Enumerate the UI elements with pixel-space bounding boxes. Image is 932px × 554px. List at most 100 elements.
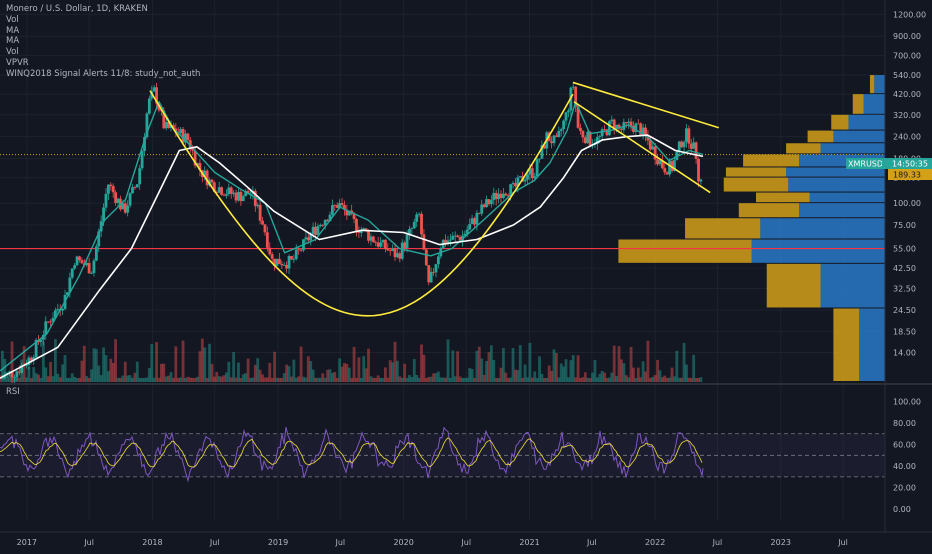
- cup-curve: [149, 90, 574, 317]
- volume-bar: [622, 363, 626, 382]
- candle-body: [489, 200, 493, 205]
- vpvr-up-bar: [809, 192, 885, 203]
- candle-body: [34, 339, 38, 358]
- candle-body: [463, 233, 467, 236]
- volume-bar: [357, 357, 361, 382]
- volume-bar: [196, 376, 199, 382]
- rsi-signal-line: [0, 437, 703, 468]
- volume-bar: [97, 365, 101, 382]
- rsi-tick-label: 0.00: [893, 505, 911, 514]
- indicator-vpvr[interactable]: VPVR: [6, 57, 29, 68]
- volume-bar: [164, 376, 168, 382]
- moving-averages: [0, 100, 704, 379]
- volume-bar: [535, 377, 539, 382]
- candle-body: [398, 253, 402, 259]
- rsi-title[interactable]: RSI: [6, 387, 20, 397]
- volume-bar: [526, 377, 529, 382]
- candle-body: [400, 242, 404, 259]
- symbol-title[interactable]: Monero / U.S. Dollar, 1D, KRAKEN: [6, 4, 148, 14]
- candle-body: [473, 218, 476, 225]
- x-tick-label: Jul: [586, 538, 597, 547]
- volume-bar: [656, 359, 659, 382]
- volume-bar: [603, 372, 606, 382]
- volume-bar: [8, 373, 12, 382]
- candle-body: [304, 237, 308, 240]
- vpvr-down-bar: [756, 192, 810, 203]
- candle-body: [256, 204, 260, 207]
- volume-bar: [410, 377, 414, 382]
- volume-bar: [658, 370, 662, 382]
- volume-bar: [497, 377, 500, 382]
- volume-bar: [396, 360, 399, 382]
- y-tick-label: 240.00: [893, 133, 921, 142]
- candle-body: [367, 231, 370, 241]
- volume-bar: [306, 356, 310, 382]
- candle-body: [169, 125, 173, 128]
- volume-bar: [439, 377, 443, 382]
- indicator-ma-2[interactable]: MA: [6, 36, 20, 47]
- candle-body: [393, 248, 397, 258]
- candle-body: [44, 321, 48, 335]
- vpvr-down-bar: [723, 177, 789, 192]
- horizontal-levels[interactable]: [0, 154, 885, 250]
- candle-body: [97, 231, 101, 247]
- volume-bar: [333, 372, 337, 382]
- volume-bar: [193, 378, 197, 382]
- candle-body: [263, 224, 267, 233]
- volume-bar: [314, 377, 317, 382]
- candle-body: [343, 205, 346, 210]
- volume-bar: [82, 345, 86, 382]
- candle-body: [687, 128, 691, 144]
- volume-bar: [167, 375, 171, 382]
- indicator-vol-2[interactable]: Vol: [6, 47, 19, 58]
- volume-bar: [273, 351, 276, 382]
- volume-bar: [292, 359, 296, 382]
- candle-body: [658, 160, 662, 165]
- volume-bar: [581, 377, 585, 382]
- volume-bar: [473, 377, 476, 382]
- volume-bar: [516, 370, 520, 382]
- candle-body: [90, 273, 93, 274]
- candle-body: [408, 228, 411, 235]
- ma-fast-line: [0, 100, 704, 372]
- candle-body: [641, 127, 645, 136]
- volume-bar: [509, 377, 513, 382]
- volume-bar: [429, 376, 433, 382]
- candle-body: [333, 205, 337, 206]
- candle-body: [217, 187, 221, 193]
- trend-drawings[interactable]: [149, 81, 720, 317]
- volume-bar: [126, 375, 130, 382]
- candle-body: [51, 317, 55, 322]
- volume-bar: [554, 352, 558, 382]
- indicator-ma-1[interactable]: MA: [6, 25, 20, 36]
- candle-body: [557, 130, 561, 137]
- volume-bar: [17, 377, 21, 382]
- candle-body: [239, 191, 243, 202]
- volume-bar: [345, 363, 349, 382]
- candle-body: [237, 191, 240, 201]
- volume-bar: [456, 351, 460, 382]
- volume-bar: [494, 377, 498, 382]
- candle-body: [605, 129, 609, 136]
- volume-bar: [270, 377, 274, 382]
- candle-body: [87, 262, 91, 274]
- volume-bar: [540, 373, 544, 382]
- candle-body: [634, 123, 638, 132]
- volume-bar: [102, 347, 105, 382]
- candle-body: [656, 159, 659, 165]
- indicator-signal-alerts[interactable]: WINQ2018 Signal Alerts 11/8: study_not_a…: [6, 68, 201, 79]
- candle-body: [648, 140, 652, 150]
- volume-bar: [388, 360, 392, 382]
- volume-bar: [249, 377, 252, 382]
- x-tick-label: 2019: [268, 538, 288, 547]
- rsi-line: [0, 426, 704, 483]
- candle-body: [278, 258, 281, 264]
- candle-body: [562, 120, 566, 130]
- candle-body: [135, 184, 139, 188]
- volume-bar: [369, 376, 373, 382]
- y-tick-label: 1200.00: [893, 10, 926, 19]
- candle-body: [468, 224, 472, 230]
- indicator-vol[interactable]: Vol: [6, 14, 19, 25]
